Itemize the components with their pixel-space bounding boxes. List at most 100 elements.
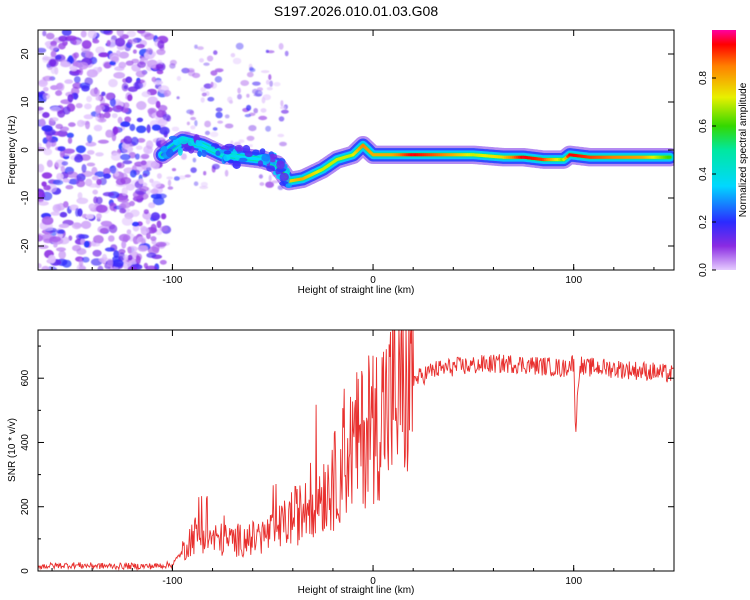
- noise-blob: [131, 136, 139, 146]
- noise-blob: [173, 176, 180, 181]
- y-tick-label: 400: [20, 434, 31, 451]
- noise-blob: [140, 160, 147, 166]
- noise-blob: [113, 72, 126, 79]
- noise-blob: [159, 259, 167, 265]
- noise-blob: [97, 265, 104, 270]
- noise-blob: [78, 234, 89, 240]
- noise-blob: [235, 42, 244, 50]
- noise-blob: [106, 40, 111, 47]
- noise-blob: [119, 208, 127, 214]
- noise-blob: [145, 265, 158, 270]
- noise-blob: [43, 148, 53, 156]
- noise-blob: [139, 186, 150, 192]
- noise-blob: [55, 123, 63, 130]
- noise-blob: [260, 108, 267, 113]
- bottom-x-axis-label: Height of straight line (km): [298, 585, 415, 596]
- noise-blob: [142, 211, 151, 220]
- noise-blob: [96, 213, 102, 220]
- noise-blob: [190, 116, 197, 121]
- noise-blob: [204, 120, 212, 128]
- noise-blob: [60, 166, 65, 173]
- noise-blob: [76, 179, 86, 188]
- noise-blob: [203, 83, 213, 89]
- noise-blob: [86, 162, 96, 167]
- noise-blob: [111, 259, 124, 268]
- x-tick-label: -100: [162, 275, 182, 286]
- noise-blob: [45, 32, 55, 40]
- noise-blob: [262, 94, 271, 101]
- y-tick-label: -20: [20, 238, 31, 253]
- noise-blob: [192, 72, 201, 79]
- noise-blob: [50, 50, 57, 58]
- noise-blob: [111, 113, 118, 119]
- noise-blob: [38, 106, 44, 111]
- noise-blob: [85, 120, 90, 130]
- ridge-blob: [177, 147, 183, 156]
- ridge-blob: [160, 145, 168, 153]
- noise-blob: [55, 90, 63, 96]
- noise-blob: [136, 125, 147, 134]
- noise-blob: [134, 153, 140, 160]
- noise-blob: [215, 107, 223, 112]
- noise-blob: [271, 180, 279, 184]
- ridge-blob: [244, 150, 254, 158]
- ridge-blob: [232, 148, 237, 158]
- noise-blob: [63, 148, 75, 154]
- noise-blob: [224, 114, 230, 119]
- noise-blob: [108, 224, 118, 234]
- x-tick-label: 100: [565, 576, 582, 587]
- x-tick-label: -100: [162, 576, 182, 587]
- ridge-blob: [215, 150, 221, 156]
- noise-blob: [136, 138, 146, 143]
- noise-blob: [46, 141, 51, 150]
- noise-blob: [76, 173, 86, 182]
- noise-blob: [87, 134, 93, 144]
- bottom-y-axis-label: SNR (10 * v/v): [7, 418, 18, 482]
- noise-blob: [214, 68, 224, 73]
- noise-blob: [93, 124, 103, 132]
- snr-plot: -100 0 100 0 200 400 600 Height of straight li…: [7, 329, 675, 596]
- noise-blob: [214, 76, 223, 83]
- noise-blob: [135, 145, 143, 150]
- noise-blob: [86, 95, 92, 103]
- noise-blob: [246, 104, 252, 111]
- noise-blob: [186, 68, 195, 73]
- noise-blob: [199, 58, 204, 63]
- colorbar-label: Normalized spectral amplitude: [738, 82, 749, 217]
- noise-blob: [184, 174, 191, 178]
- noise-blob: [75, 103, 83, 109]
- noise-blob: [150, 223, 157, 233]
- noise-blob: [260, 70, 270, 74]
- noise-blob: [85, 213, 94, 220]
- noise-blob: [57, 146, 66, 152]
- ridge-blob: [227, 159, 234, 164]
- noise-blob: [96, 104, 106, 111]
- noise-blob: [93, 235, 104, 244]
- noise-blob: [58, 250, 66, 260]
- noise-blob: [118, 248, 126, 255]
- noise-blob: [83, 240, 90, 248]
- noise-blob: [78, 258, 84, 267]
- noise-blob: [159, 126, 170, 135]
- noise-blob: [85, 51, 94, 59]
- noise-blob: [42, 86, 49, 92]
- noise-blob: [151, 124, 161, 131]
- noise-blob: [39, 118, 46, 127]
- noise-blob: [103, 167, 111, 176]
- noise-blob: [145, 218, 151, 225]
- noise-blob: [150, 212, 160, 221]
- noise-blob: [66, 132, 74, 138]
- noise-blob: [72, 39, 77, 45]
- noise-blob: [265, 79, 270, 85]
- noise-blob: [238, 139, 245, 143]
- ridge-blob: [257, 160, 263, 167]
- noise-blob: [141, 91, 151, 98]
- noise-blob: [42, 30, 47, 37]
- noise-blob: [135, 255, 141, 265]
- colorbar-gradient: [712, 30, 736, 270]
- noise-blob: [60, 61, 71, 68]
- noise-blob: [146, 232, 151, 240]
- noise-blob: [100, 220, 113, 227]
- noise-blob: [280, 100, 284, 107]
- noise-blob: [63, 201, 69, 208]
